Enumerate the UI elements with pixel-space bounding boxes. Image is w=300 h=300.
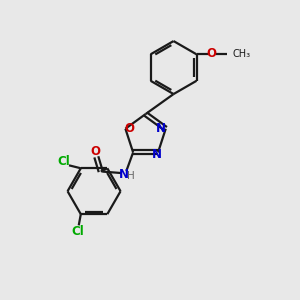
Text: N: N <box>119 168 129 181</box>
Text: Cl: Cl <box>71 225 84 238</box>
Text: O: O <box>91 145 101 158</box>
Text: H: H <box>127 171 135 181</box>
Text: O: O <box>124 122 134 135</box>
Text: Cl: Cl <box>57 155 70 168</box>
Text: N: N <box>156 122 166 135</box>
Text: CH₃: CH₃ <box>232 49 250 59</box>
Text: N: N <box>152 148 162 161</box>
Text: O: O <box>206 47 216 60</box>
